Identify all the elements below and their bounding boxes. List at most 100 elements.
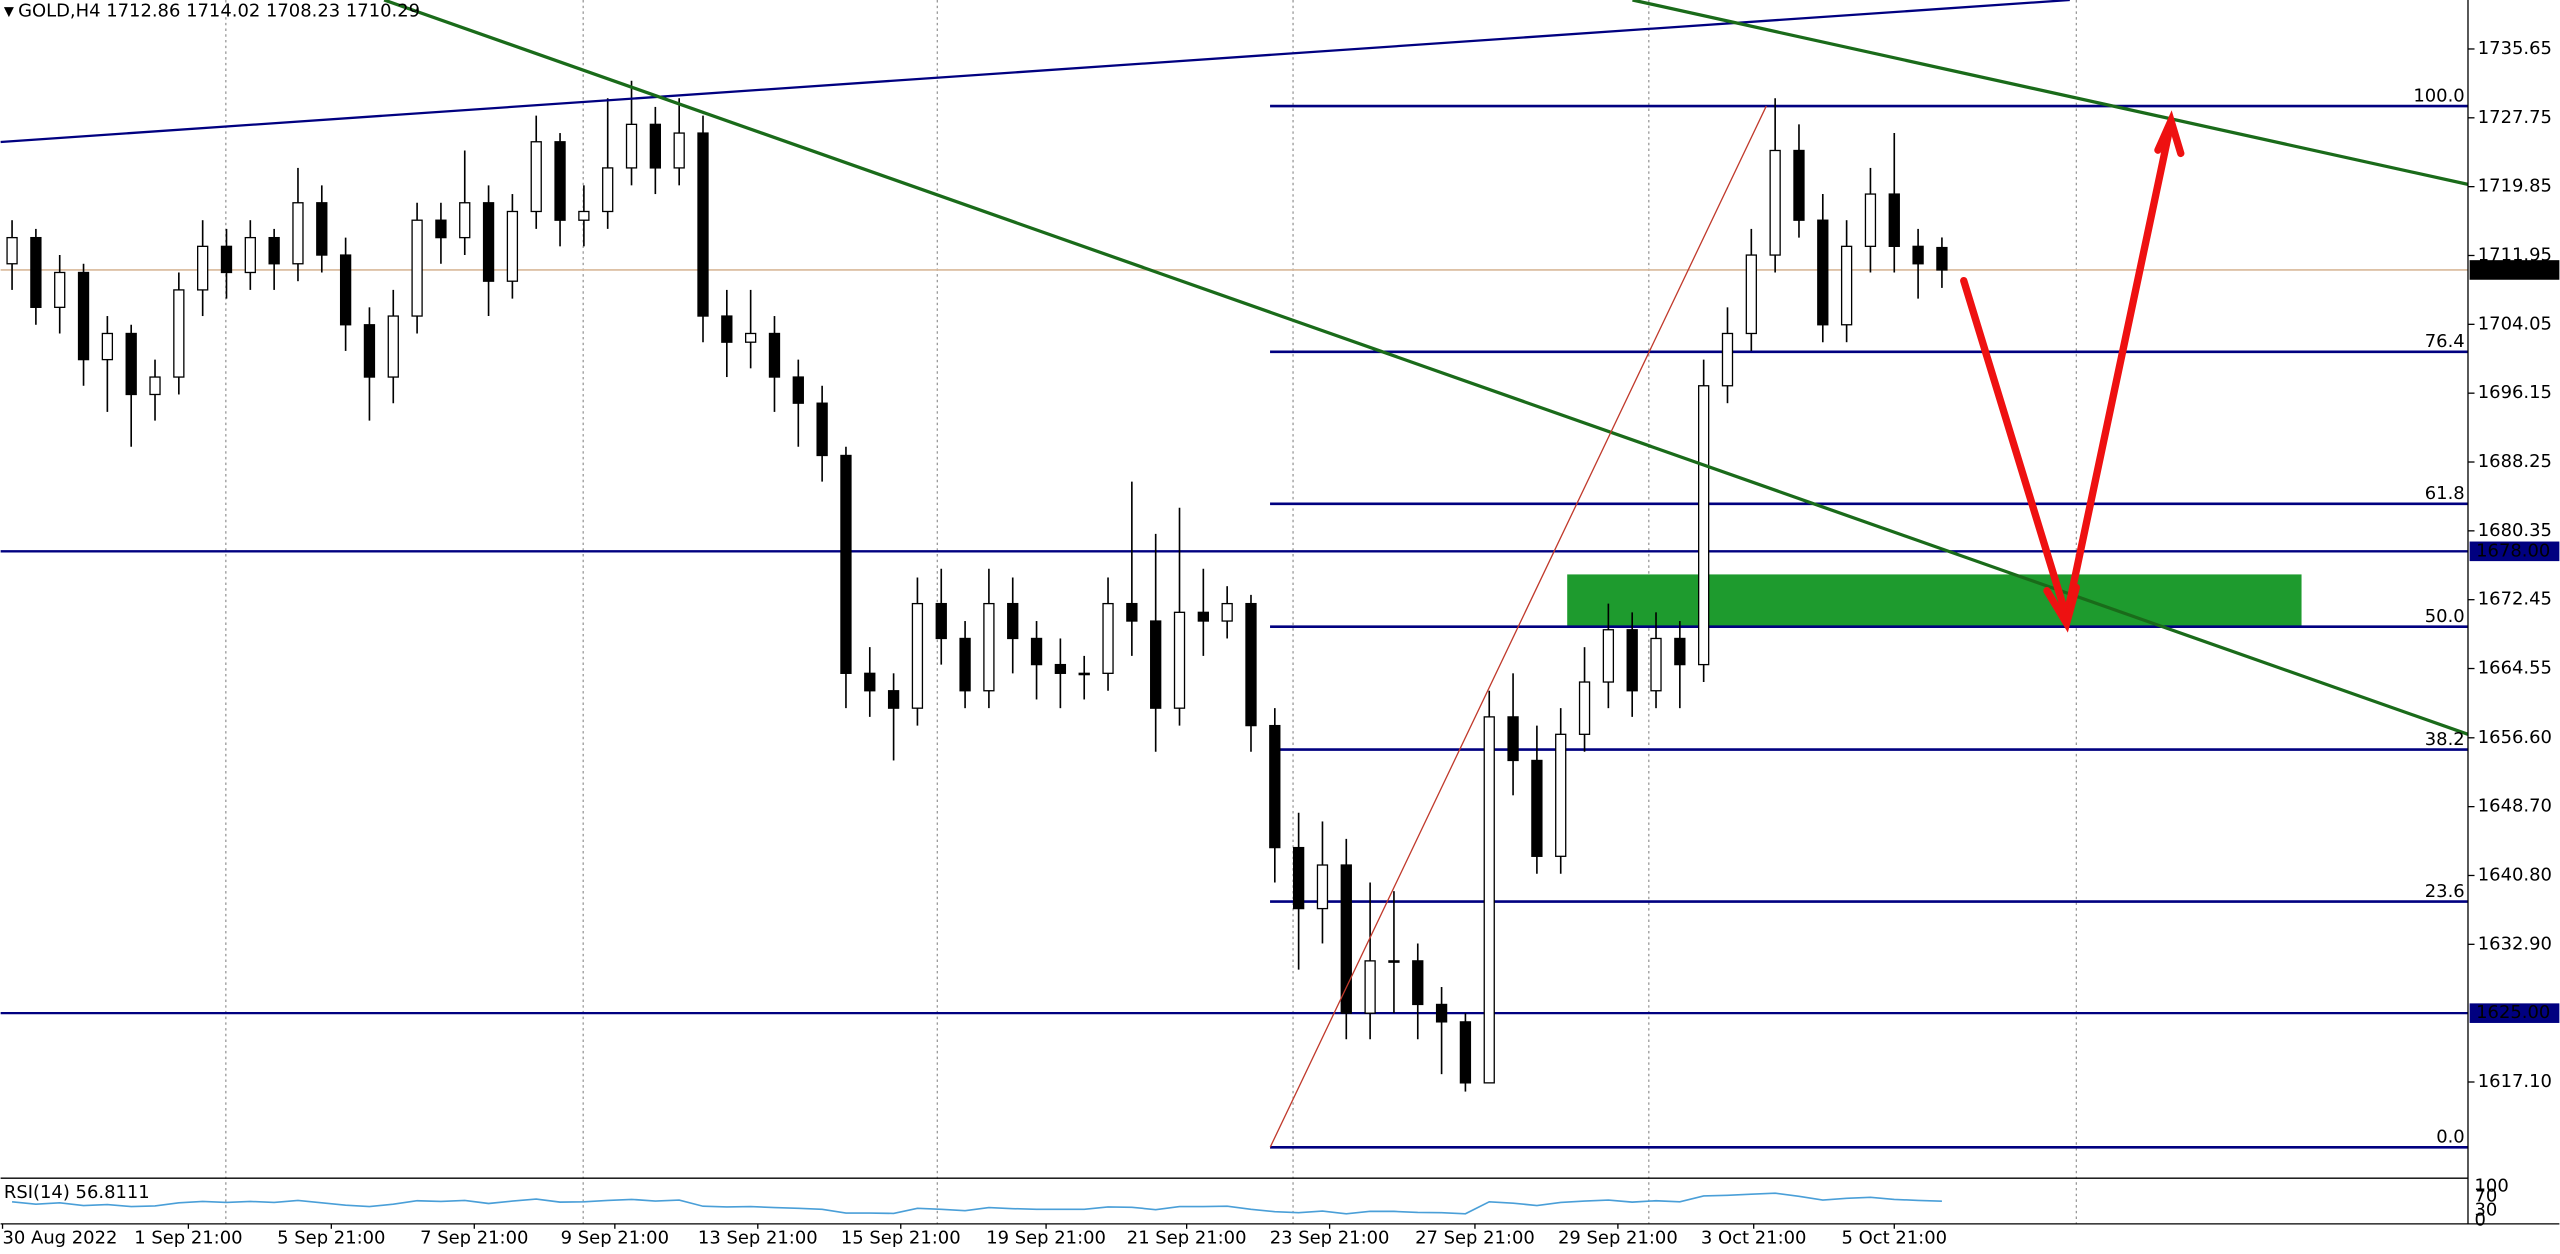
candle-body — [173, 289, 185, 378]
candle-body — [244, 236, 256, 274]
symbol: GOLD,H4 — [18, 0, 100, 21]
candle-body — [768, 332, 781, 378]
price-label: 1678.00 — [2476, 540, 2550, 561]
trendline — [383, 0, 2469, 736]
candle-body — [1650, 637, 1662, 692]
candle-body — [459, 202, 471, 239]
y-tick-label: 1704.05 — [2478, 313, 2552, 334]
x-tick-label: 30 Aug 2022 — [3, 1228, 118, 1249]
candle-body — [697, 132, 709, 317]
y-tick-label: 1648.70 — [2478, 796, 2552, 817]
candle-body — [197, 245, 209, 291]
candle-body — [149, 376, 161, 396]
fib-label: 38.2 — [2425, 729, 2465, 750]
candle-body — [1888, 193, 1900, 247]
candle-body — [1674, 637, 1686, 666]
candle-body — [1936, 246, 1948, 271]
labels: 1735.651727.751719.851711.951704.051696.… — [1, 38, 2560, 1249]
candle-body — [744, 332, 757, 343]
y-tick-label: 1688.25 — [2478, 451, 2552, 472]
candle-body — [1745, 254, 1757, 335]
y-tick-label: 1735.65 — [2478, 38, 2552, 59]
candle-body — [411, 219, 423, 317]
candle-body — [1078, 672, 1090, 676]
candle-body — [1459, 1021, 1472, 1084]
candle-body — [292, 202, 304, 265]
candle-body — [482, 202, 495, 282]
candle-body — [1698, 385, 1710, 666]
arrow-head — [2043, 583, 2081, 633]
candle-body — [1197, 611, 1209, 622]
x-tick-label: 27 Sep 21:00 — [1415, 1228, 1535, 1249]
candle-body — [54, 271, 66, 308]
x-tick-label: 23 Sep 21:00 — [1270, 1228, 1390, 1249]
x-tick-label: 3 Oct 21:00 — [1701, 1228, 1807, 1249]
x-tick-label: 19 Sep 21:00 — [986, 1228, 1106, 1249]
candle-body — [387, 315, 399, 378]
candle-body — [1054, 663, 1067, 674]
y-tick-label: 1664.55 — [2478, 658, 2552, 679]
price-label-box — [2469, 541, 2560, 562]
y-tick-label: 1696.15 — [2478, 382, 2552, 403]
candle-body — [506, 210, 519, 282]
candle-body — [840, 454, 852, 674]
candle-body — [268, 236, 280, 265]
x-tick-label: 5 Oct 21:00 — [1842, 1228, 1948, 1249]
demand-zone — [1567, 574, 2302, 627]
candle-body — [816, 402, 828, 457]
low: 1708.23 — [266, 0, 340, 21]
x-tick-label: 15 Sep 21:00 — [841, 1228, 961, 1249]
x-tick-label: 13 Sep 21:00 — [698, 1228, 818, 1249]
candle-body — [554, 141, 566, 221]
rsi-value: 56.8111 — [76, 1182, 150, 1203]
y-tick-label: 1632.90 — [2478, 933, 2552, 954]
candle-body — [1364, 960, 1376, 1014]
fib-anchor-line — [1269, 105, 1767, 1148]
candle-body — [625, 123, 638, 169]
candle-body — [1793, 149, 1805, 221]
rsi-tick-label: 0 — [2475, 1210, 2486, 1231]
current-price-box — [2469, 260, 2560, 280]
fib-label: 23.6 — [2425, 881, 2465, 902]
candle-body — [77, 271, 90, 361]
candle-body — [1173, 611, 1186, 709]
candle-body — [1435, 1003, 1448, 1023]
candle-body — [649, 123, 662, 169]
fib-label: 50.0 — [2425, 606, 2465, 627]
candle-body — [959, 637, 971, 692]
candle-body — [1388, 960, 1400, 963]
candle-body — [1007, 602, 1019, 640]
candle-body — [578, 210, 590, 221]
x-tick-label: 5 Sep 21:00 — [277, 1228, 385, 1249]
high: 1714.02 — [186, 0, 260, 21]
candle-body — [530, 141, 542, 213]
y-tick-label: 1617.10 — [2478, 1071, 2552, 1092]
candle-body — [1126, 602, 1138, 622]
trendline — [1632, 0, 2469, 186]
candle-body — [1769, 149, 1781, 256]
candle-body — [864, 672, 876, 692]
fib-label: 100.0 — [2413, 85, 2464, 106]
trendline — [0, 0, 2070, 144]
candle-body — [887, 690, 900, 709]
arrow-head — [2154, 110, 2185, 158]
close: 1710.29 — [346, 0, 420, 21]
header: ▼ GOLD,H4 1712.86 1714.02 1708.23 1710.2… — [4, 0, 420, 21]
candle-body — [30, 236, 42, 308]
y-tick-label: 1656.60 — [2478, 727, 2552, 748]
candle-body — [1221, 602, 1233, 622]
candle-body — [1626, 629, 1638, 692]
y-tick-label: 1672.45 — [2478, 589, 2552, 610]
fib-label: 0.0 — [2436, 1127, 2465, 1148]
candle-body — [1483, 716, 1495, 1084]
candle-body — [1292, 846, 1305, 910]
candle-body — [1030, 637, 1043, 666]
candle-body — [1817, 219, 1829, 326]
candle-body — [6, 236, 18, 265]
forecast-arrows — [1960, 110, 2185, 633]
y-tick-label: 1640.80 — [2478, 864, 2552, 885]
candle-body — [1245, 602, 1257, 727]
candle-body — [125, 332, 137, 396]
candle-body — [602, 167, 614, 213]
